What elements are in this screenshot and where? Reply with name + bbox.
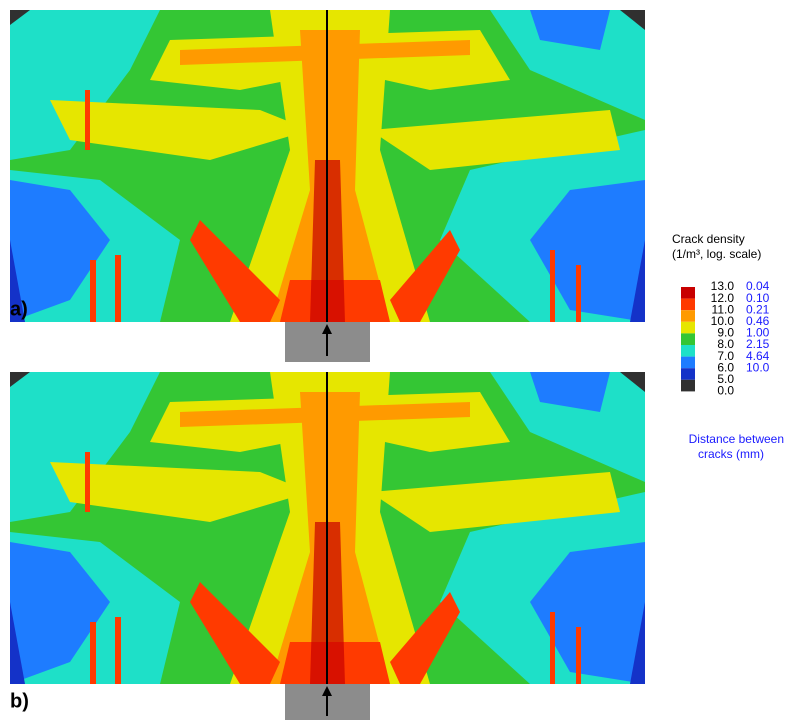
legend-distance: 2.15 xyxy=(746,337,770,351)
legend-level: 8.0 xyxy=(717,337,734,351)
legend-swatch xyxy=(681,333,695,345)
panel-a: a) xyxy=(10,10,645,362)
panel-label: a) xyxy=(10,298,28,320)
legend-level: 5.0 xyxy=(717,372,734,386)
legend-level: 12.0 xyxy=(711,291,735,305)
legend-level: 13.0 xyxy=(711,279,735,293)
legend-distance: 0.04 xyxy=(746,279,770,293)
legend-swatch xyxy=(681,287,695,299)
legend-level: 10.0 xyxy=(711,314,735,328)
legend-level: 9.0 xyxy=(717,326,734,340)
legend-distance: 0.10 xyxy=(746,291,770,305)
legend: 13.012.011.010.09.08.07.06.05.00.00.040.… xyxy=(681,279,770,398)
legend-swatch xyxy=(681,345,695,357)
legend-swatch xyxy=(681,368,695,380)
legend-swatch xyxy=(681,356,695,369)
legend-distance: 4.64 xyxy=(746,349,770,363)
legend-distance: 0.46 xyxy=(746,314,770,328)
legend-distance: 10.0 xyxy=(746,360,770,374)
legend-swatch xyxy=(681,321,695,334)
legend-swatch xyxy=(681,310,695,322)
distance-title: cracks (mm) xyxy=(698,447,764,461)
distance-title: Distance between xyxy=(689,432,784,446)
panel-label: b) xyxy=(10,690,29,712)
legend-level: 7.0 xyxy=(717,349,734,363)
legend-distance: 1.00 xyxy=(746,326,770,340)
legend-level: 0.0 xyxy=(717,384,734,398)
legend-distance: 0.21 xyxy=(746,302,770,316)
legend-swatch xyxy=(681,379,695,392)
legend-title: Crack density xyxy=(672,232,745,246)
legend-level: 6.0 xyxy=(717,360,734,374)
legend-title: (1/m³, log. scale) xyxy=(672,247,761,261)
legend-level: 11.0 xyxy=(712,302,735,316)
panel-b: b) xyxy=(10,372,645,720)
legend-swatch xyxy=(681,298,695,311)
